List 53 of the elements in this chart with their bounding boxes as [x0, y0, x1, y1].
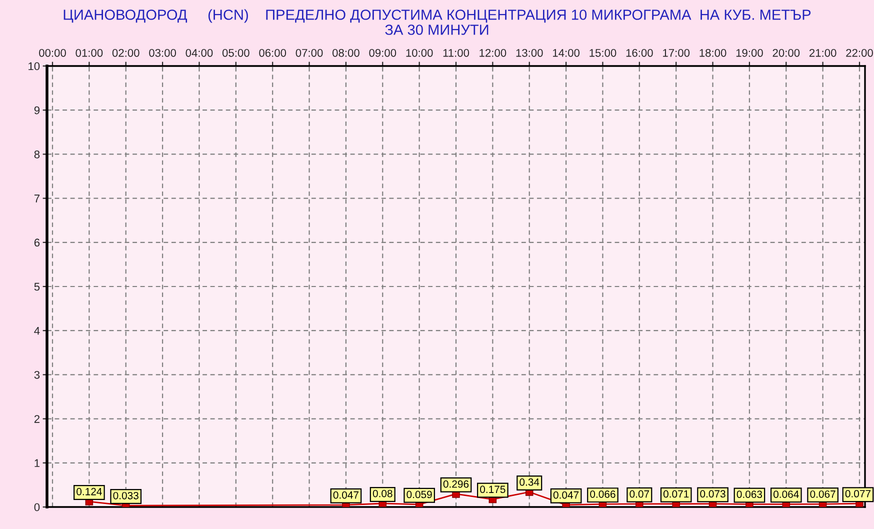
x-tick-label: 10:00	[406, 48, 433, 57]
x-tick-label: 16:00	[626, 48, 653, 57]
data-label: 0.067	[810, 490, 836, 498]
data-label: 0.07	[630, 490, 650, 498]
data-label: 0.08	[372, 490, 392, 498]
x-tick-label: 22:00	[846, 48, 873, 57]
x-tick-label: 04:00	[186, 48, 213, 57]
data-label: 0.124	[76, 488, 102, 496]
x-tick-label: 11:00	[443, 48, 470, 57]
y-tick-label: 5	[34, 282, 40, 291]
x-tick-label: 15:00	[590, 48, 616, 57]
data-label: 0.071	[663, 490, 689, 498]
x-tick-label: 03:00	[149, 48, 176, 57]
x-tick-label: 01:00	[76, 48, 103, 57]
x-tick-label: 00:00	[39, 48, 66, 57]
data-label: 0.059	[406, 490, 432, 498]
y-tick-label: 8	[34, 150, 40, 158]
data-label: 0.047	[553, 491, 579, 499]
data-label: 0.175	[480, 486, 506, 494]
x-tick-label: 08:00	[332, 48, 360, 57]
x-tick-label: 18:00	[700, 48, 726, 57]
y-tick-label: 3	[34, 370, 40, 379]
x-tick-label: 19:00	[736, 48, 763, 57]
data-label: 0.077	[845, 490, 870, 498]
x-tick-label: 21:00	[809, 48, 836, 57]
data-label: 0.34	[520, 478, 540, 486]
x-tick-label: 05:00	[222, 48, 250, 57]
x-tick-label: 14:00	[552, 48, 580, 57]
chart-subtitle: ЗА 30 МИНУТИ	[385, 24, 488, 35]
data-label: 0.033	[113, 492, 138, 500]
data-label: 0.047	[333, 491, 358, 499]
y-tick-label: 0	[34, 503, 40, 512]
y-tick-label: 2	[34, 415, 40, 423]
x-tick-label: 02:00	[112, 48, 140, 57]
y-tick-label: 10	[28, 62, 40, 70]
x-tick-label: 13:00	[516, 48, 543, 57]
y-tick-label: 6	[34, 238, 40, 247]
x-tick-label: 07:00	[296, 48, 323, 57]
x-tick-label: 12:00	[480, 48, 506, 57]
data-label: 0.063	[736, 490, 762, 498]
data-label: 0.073	[700, 490, 726, 498]
y-tick-label: 1	[34, 459, 40, 467]
x-tick-label: 20:00	[772, 48, 800, 57]
data-label: 0.066	[590, 490, 616, 498]
y-tick-label: 9	[34, 106, 40, 114]
data-label: 0.296	[443, 480, 469, 488]
x-tick-label: 09:00	[369, 48, 396, 57]
y-tick-label: 7	[34, 194, 40, 202]
y-tick-label: 4	[34, 326, 40, 335]
chart-title: ЦИАНОВОДОРОД (HCN) ПРЕДЕЛНО ДОПУСТИМА КОНЦЕНТРАЦИЯ 10 МИКРОГРАМА НА КУБ. МЕТЪР	[64, 9, 811, 23]
x-tick-label: 17:00	[663, 48, 690, 57]
x-tick-label: 06:00	[259, 48, 286, 57]
data-label: 0.064	[774, 490, 799, 498]
